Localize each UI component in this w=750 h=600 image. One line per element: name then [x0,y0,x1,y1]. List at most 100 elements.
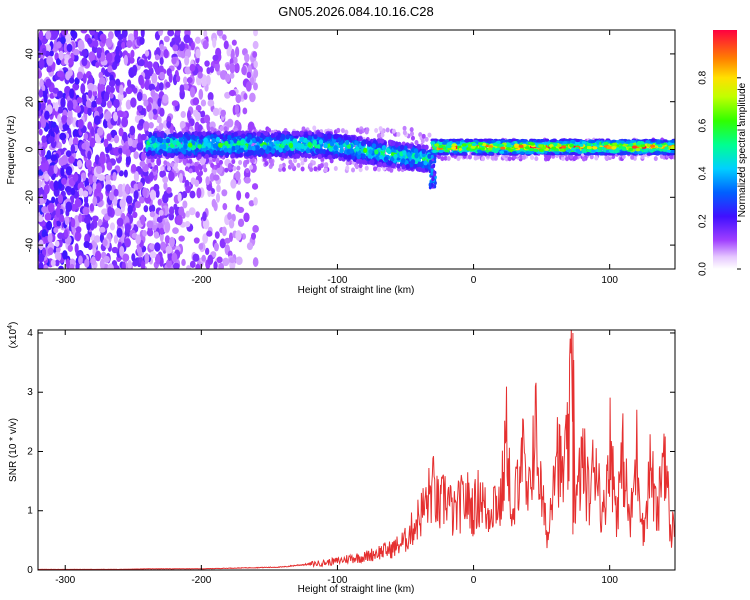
heatmap-cell [68,58,74,65]
heatmap-cell [323,167,328,173]
heatmap-cell [48,136,55,144]
heatmap-cell [144,78,150,89]
heatmap-cell [211,137,216,144]
heatmap-cell [136,142,144,151]
heatmap-cell [170,152,175,159]
heatmap-cell [308,162,313,168]
heatmap-cell [424,136,429,142]
heatmap-cell [284,144,289,151]
heatmap-cell [154,164,159,170]
heatmap-cell [309,166,314,172]
heatmap-cell [61,155,68,165]
heatmap-cell [214,61,220,72]
heatmap-cell [212,54,219,61]
heatmap-cell [232,165,237,171]
heatmap-cell [183,76,188,85]
heatmap-cell [230,179,237,189]
heatmap-cell [115,78,121,87]
heatmap-cell [281,166,286,172]
heatmap-cell [64,186,72,193]
heatmap-cell [72,136,79,147]
heatmap-cell [125,154,131,166]
heatmap-cell [125,86,133,95]
heatmap-cell [215,47,222,58]
heatmap-cell [151,73,158,84]
heatmap-cell [344,129,349,135]
heatmap-cell [70,144,76,154]
heatmap-cell [72,129,79,138]
heatmap-cell [246,137,251,143]
heatmap-cell [43,184,50,195]
heatmap-cell [80,30,88,34]
heatmap-cell [119,245,125,257]
heatmap-cell [89,137,96,148]
heatmap-cell [74,230,82,242]
heatmap-cell [180,110,186,119]
heatmap-cell [327,154,333,160]
heatmap-cell [51,121,57,128]
heatmap-cell [149,211,156,218]
heatmap-cell [184,132,189,138]
heatmap-cell [188,142,193,148]
heatmap-cell [102,238,108,247]
heatmap-cell [109,222,116,231]
heatmap-cell [653,156,658,162]
heatmap-cell [385,147,391,153]
heatmap-cell [253,68,259,79]
heatmap-cell [91,100,97,108]
heatmap-cell [237,206,245,214]
heatmap-cell [424,144,429,150]
heatmap-cell [77,39,85,51]
heatmap-cell [113,234,119,244]
heatmap-cell [194,165,199,171]
heatmap-cell [38,128,43,136]
heatmap-cell [60,36,66,45]
heatmap-cell [177,192,182,203]
heatmap-cell [300,166,305,172]
heatmap-cell [99,258,105,269]
heatmap-cell [55,246,61,253]
heatmap-cell [430,183,434,188]
heatmap-cell [69,77,75,84]
heatmap-cell [105,52,113,63]
heatmap-cell [288,159,293,165]
heatmap-cell [659,153,664,159]
heatmap-cell [383,156,389,162]
heatmap-cell [219,238,226,249]
heatmap-cell [143,71,151,80]
heatmap-cell [147,162,152,168]
heatmap-cell [154,242,161,252]
heatmap-cell [295,153,301,159]
heatmap-cell [54,259,60,267]
heatmap-cell [103,138,109,148]
heatmap-cell [219,125,224,131]
heatmap-cell [113,98,120,109]
heatmap-cell [184,166,189,172]
heatmap-cell [61,30,69,36]
heatmap-cell [108,191,115,201]
heatmap-cell [224,167,229,173]
heatmap-cell [136,105,143,112]
heatmap-cell [238,160,243,166]
heatmap-cell [144,50,150,57]
heatmap-cell [184,49,192,59]
heatmap-cell [215,192,221,203]
heatmap-cell [197,154,202,160]
heatmap-cell [224,73,231,83]
heatmap-cell [153,231,160,239]
heatmap-cell [197,163,202,169]
heatmap-cell [203,114,211,124]
heatmap-cell [125,195,133,205]
heatmap-cell [378,126,383,132]
heatmap-cell [178,206,185,217]
heatmap-cell [307,141,312,148]
heatmap-cell [195,48,201,59]
heatmap-cell [138,74,144,86]
heatmap-cell [158,82,164,91]
heatmap-cell [181,149,187,155]
heatmap-cell [391,128,396,134]
heatmap-cell [113,264,120,269]
heatmap-cell [72,173,79,182]
heatmap-cell [207,142,212,148]
heatmap-cell [65,201,73,213]
